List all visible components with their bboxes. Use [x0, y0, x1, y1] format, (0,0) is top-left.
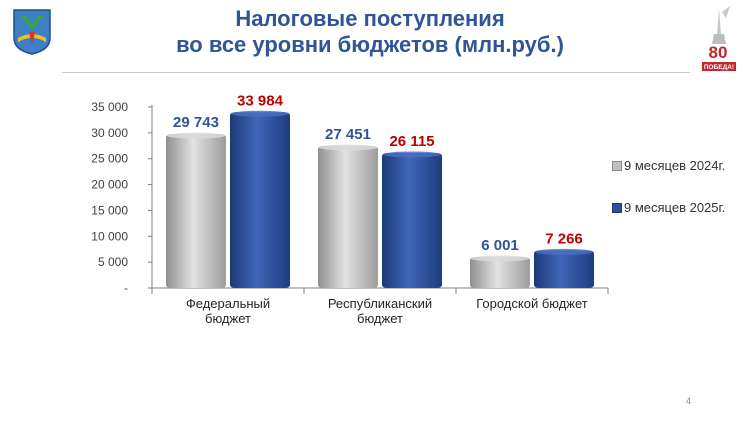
legend-item-2025: 9 месяцев 2025г. — [612, 200, 744, 216]
title-divider — [62, 72, 690, 73]
title-line-2: во все уровни бюджетов (млн.руб.) — [176, 32, 564, 57]
bar-2025 — [534, 250, 594, 288]
y-tick-label: 20 000 — [91, 178, 128, 192]
category-label: Городской бюджет — [476, 296, 588, 311]
bar-cap — [319, 144, 377, 151]
data-label: 7 266 — [545, 230, 583, 247]
y-tick-label: 15 000 — [91, 203, 128, 217]
category-label: бюджет — [205, 311, 251, 326]
legend-label-2025: 9 месяцев 2025г. — [624, 200, 726, 215]
bar-2024 — [166, 134, 226, 288]
data-label: 29 743 — [173, 114, 219, 131]
victory-80-logo: 80 ПОБЕДА! — [702, 6, 736, 71]
bar-2025 — [382, 152, 442, 288]
legend-label-2024: 9 месяцев 2024г. — [624, 158, 726, 173]
bar-cap — [167, 132, 225, 139]
chart-legend: 9 месяцев 2024г. 9 месяцев 2025г. — [612, 158, 744, 216]
y-tick-label: 10 000 — [91, 229, 128, 243]
city-emblem-icon — [13, 9, 51, 55]
bar-2024 — [318, 146, 378, 288]
y-tick-label: 30 000 — [91, 126, 128, 140]
y-tick-label: - — [124, 281, 128, 295]
bar-cap — [231, 110, 289, 117]
legend-swatch-2024 — [612, 161, 622, 171]
legend-item-2024: 9 месяцев 2024г. — [612, 158, 744, 174]
y-tick-label: 25 000 — [91, 152, 128, 166]
category-label: бюджет — [357, 311, 403, 326]
bar-2024 — [470, 256, 530, 288]
data-label: 6 001 — [481, 237, 519, 254]
bar-cap — [535, 248, 593, 255]
data-label: 26 115 — [389, 133, 434, 150]
legend-swatch-2025 — [612, 203, 622, 213]
title-line-1: Налоговые поступления — [235, 6, 505, 31]
category-label: Республиканский — [328, 296, 432, 311]
page-number: 4 — [686, 396, 692, 406]
y-tick-label: 35 000 — [91, 100, 128, 114]
logo-subtext: ПОБЕДА! — [704, 64, 734, 71]
bar-cap — [471, 255, 529, 262]
data-label: 33 984 — [237, 92, 284, 109]
logo-text: 80 — [709, 43, 728, 62]
bar-cap — [383, 151, 441, 158]
category-label: Федеральный — [186, 296, 270, 311]
bar-2025 — [230, 112, 290, 288]
slide-title: Налоговые поступления во все уровни бюдж… — [110, 6, 630, 58]
data-label: 27 451 — [325, 126, 371, 143]
y-tick-label: 5 000 — [98, 255, 128, 269]
